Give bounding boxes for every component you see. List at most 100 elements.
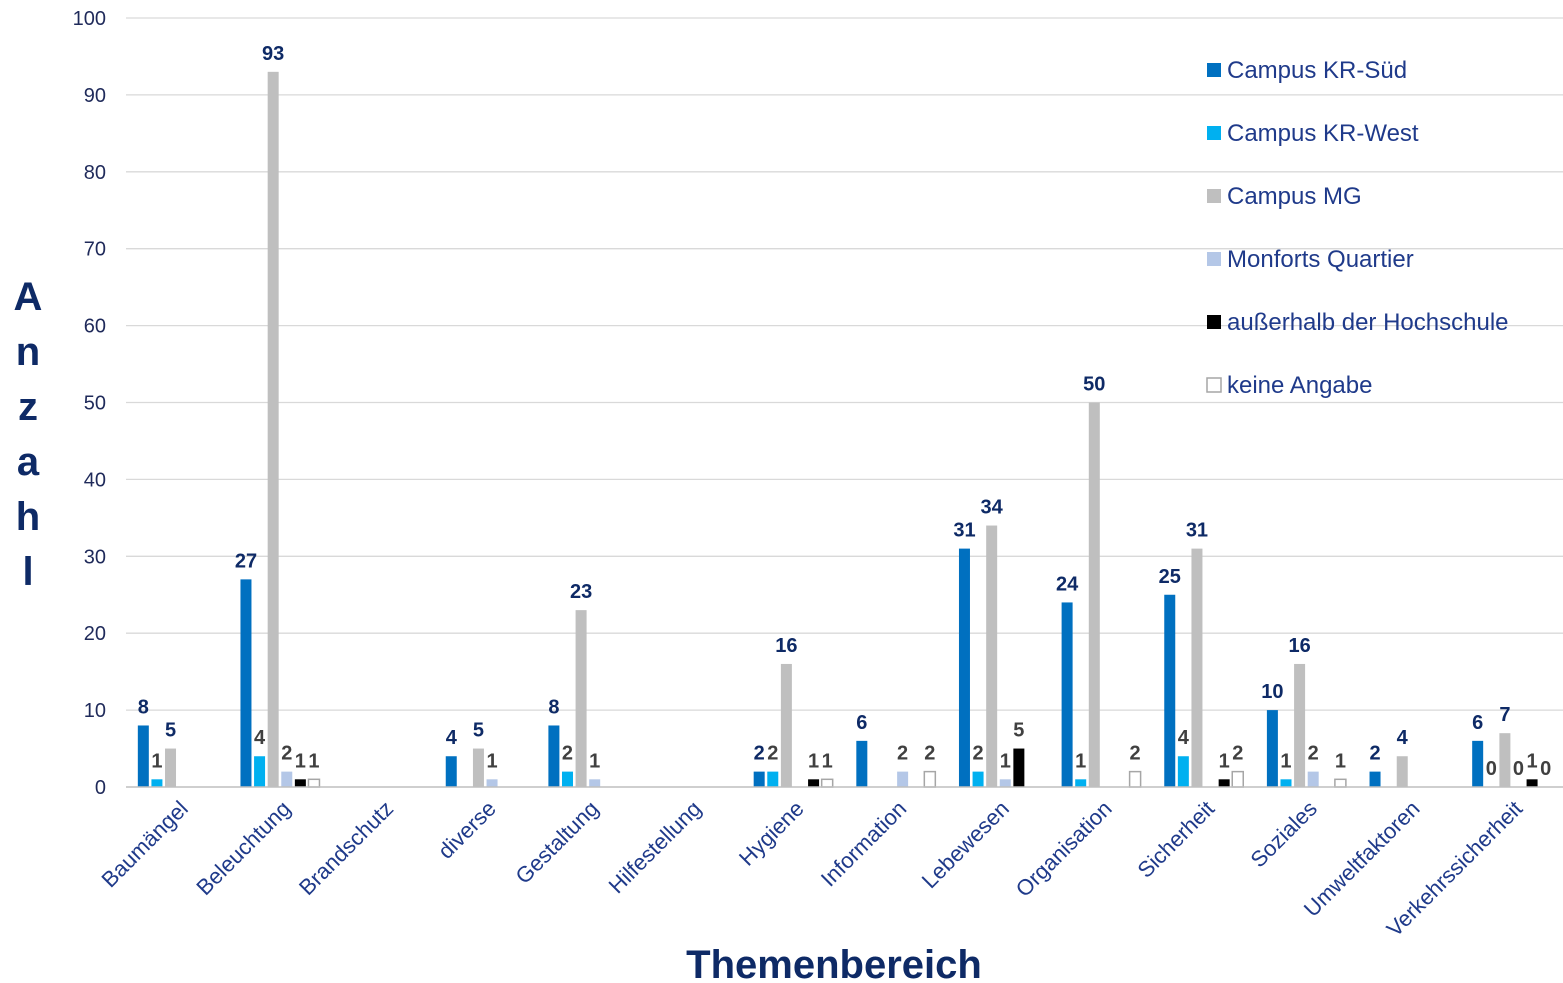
bar bbox=[589, 779, 601, 787]
bar bbox=[1334, 778, 1347, 788]
data-label: 6 bbox=[856, 712, 867, 734]
legend-item: Campus KR-Süd bbox=[1207, 57, 1407, 84]
data-label: 2 bbox=[1232, 743, 1243, 765]
data-label: 24 bbox=[1056, 573, 1079, 595]
data-label: 1 bbox=[589, 750, 600, 772]
bar bbox=[808, 779, 820, 787]
bars bbox=[137, 71, 1538, 788]
x-tick-label: Organisation bbox=[1011, 796, 1117, 902]
data-label: 2 bbox=[973, 743, 984, 765]
data-label: 8 bbox=[138, 696, 149, 718]
data-label: 16 bbox=[775, 635, 797, 657]
data-label: 25 bbox=[1159, 566, 1181, 588]
legend-label: Campus KR-Süd bbox=[1227, 57, 1407, 84]
data-label: 1 bbox=[151, 750, 162, 772]
legend-label: Campus MG bbox=[1227, 183, 1362, 210]
bar bbox=[1128, 770, 1142, 788]
data-label: 0 bbox=[1486, 758, 1497, 780]
y-tick-label: 50 bbox=[84, 393, 106, 415]
data-label: 31 bbox=[1186, 520, 1208, 542]
bar bbox=[1472, 740, 1484, 787]
legend: Campus KR-Süd Campus KR-West Campus MG Monf… bbox=[1206, 57, 1509, 399]
y-tick-label: 70 bbox=[84, 239, 106, 261]
y-tick-label: 100 bbox=[73, 8, 106, 30]
y-tick-label: 90 bbox=[84, 85, 106, 107]
data-label: 1 bbox=[486, 750, 497, 772]
data-label: 16 bbox=[1288, 635, 1310, 657]
data-label: 23 bbox=[570, 581, 592, 603]
data-label: 50 bbox=[1083, 374, 1105, 396]
bar bbox=[1307, 771, 1319, 787]
y-tick-label: 80 bbox=[84, 162, 106, 184]
bar bbox=[1164, 594, 1176, 787]
data-label: 7 bbox=[1499, 704, 1510, 726]
x-tick-label: Beleuchtung bbox=[191, 796, 295, 900]
bar bbox=[1294, 663, 1306, 787]
data-label: 5 bbox=[165, 720, 176, 742]
bar bbox=[986, 525, 998, 787]
y-tick-label: 60 bbox=[84, 316, 106, 338]
legend-item: keine Angabe bbox=[1206, 372, 1372, 399]
bar bbox=[137, 725, 149, 787]
bar bbox=[999, 779, 1011, 787]
data-label: 34 bbox=[981, 497, 1004, 519]
bar bbox=[1396, 756, 1408, 787]
bar bbox=[165, 748, 177, 787]
legend-swatch bbox=[1207, 189, 1221, 203]
legend-item: Campus MG bbox=[1207, 183, 1362, 210]
bar bbox=[1177, 756, 1189, 787]
bar bbox=[972, 771, 984, 787]
legend-label: außerhalb der Hochschule bbox=[1227, 309, 1509, 336]
bar bbox=[1526, 779, 1538, 787]
legend-label: keine Angabe bbox=[1227, 372, 1372, 399]
x-tick-label: Information bbox=[816, 796, 912, 892]
data-label: 4 bbox=[1178, 727, 1190, 749]
bar bbox=[897, 771, 909, 787]
bar bbox=[1231, 770, 1244, 788]
data-label: 6 bbox=[1472, 712, 1483, 734]
data-label: 1 bbox=[808, 750, 819, 772]
bar bbox=[820, 778, 834, 788]
data-label: 1 bbox=[1219, 750, 1230, 772]
bar bbox=[267, 71, 279, 787]
data-label: 1 bbox=[295, 750, 306, 772]
bar bbox=[1075, 779, 1087, 787]
data-label: 1 bbox=[1280, 750, 1291, 772]
data-label: 2 bbox=[754, 743, 765, 765]
bar bbox=[767, 771, 779, 787]
legend-swatch bbox=[1207, 63, 1221, 77]
data-label: 2 bbox=[1369, 743, 1380, 765]
y-tick-label: 30 bbox=[84, 546, 106, 568]
legend-item: Campus KR-West bbox=[1207, 120, 1419, 147]
bar bbox=[561, 771, 573, 787]
bar bbox=[1013, 748, 1025, 787]
bar bbox=[575, 610, 587, 787]
legend-item: Monforts Quartier bbox=[1207, 246, 1414, 273]
x-tick-label: Baumängel bbox=[96, 796, 192, 892]
bar bbox=[958, 548, 970, 787]
data-label: 4 bbox=[446, 727, 458, 749]
data-label: 1 bbox=[822, 750, 833, 772]
data-label: 2 bbox=[1308, 743, 1319, 765]
data-label: 1 bbox=[1527, 750, 1538, 772]
bar bbox=[753, 771, 765, 787]
legend-item: außerhalb der Hochschule bbox=[1207, 309, 1509, 336]
x-tick-label: Gestaltung bbox=[511, 796, 604, 889]
bar bbox=[923, 770, 937, 788]
bar bbox=[780, 663, 792, 787]
data-label: 27 bbox=[235, 550, 257, 572]
data-label: 93 bbox=[262, 43, 284, 65]
data-label: 0 bbox=[1513, 758, 1524, 780]
x-tick-label: Hygiene bbox=[734, 796, 809, 871]
gridlines bbox=[126, 17, 1563, 711]
legend-swatch bbox=[1207, 252, 1221, 266]
x-axis-title: Themenbereich bbox=[686, 943, 982, 983]
bar bbox=[1266, 710, 1278, 787]
legend-label: Campus KR-West bbox=[1227, 120, 1419, 147]
bar bbox=[445, 756, 457, 787]
bar bbox=[1218, 779, 1230, 787]
data-label: 1 bbox=[1000, 750, 1011, 772]
